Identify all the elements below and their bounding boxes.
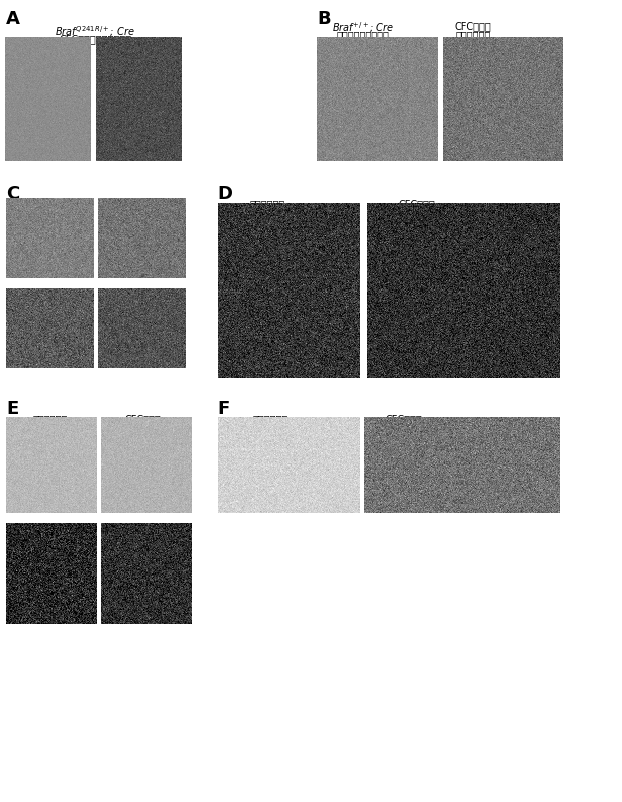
Text: E: E <box>6 399 19 417</box>
Text: B: B <box>317 10 331 27</box>
Text: F: F <box>218 399 230 417</box>
Text: コントロール: コントロール <box>32 199 67 209</box>
Text: モデルマウス: モデルマウス <box>399 208 434 217</box>
Text: $Braf^{+/+}$; $Cre$: $Braf^{+/+}$; $Cre$ <box>332 21 394 35</box>
Text: マウス: マウス <box>259 208 276 217</box>
Text: マウス: マウス <box>262 423 279 432</box>
Text: A: A <box>6 10 20 27</box>
Text: $Braf^{Q241R/+}$; $Cre$: $Braf^{Q241R/+}$; $Cre$ <box>55 24 135 38</box>
Text: CFC症候群: CFC症候群 <box>386 414 423 423</box>
Text: CFC症候群: CFC症候群 <box>398 199 435 209</box>
Text: マウス: マウス <box>41 208 58 217</box>
Text: コントロール: コントロール <box>253 414 288 423</box>
Text: コントロールマウス: コントロールマウス <box>337 30 390 40</box>
Text: D: D <box>218 184 233 202</box>
Text: モデルマウス: モデルマウス <box>126 423 160 432</box>
Text: モデルマウス: モデルマウス <box>387 423 422 432</box>
Text: コントロール: コントロール <box>250 199 285 209</box>
Text: モデルマウス: モデルマウス <box>126 208 160 217</box>
Text: CFC症候群: CFC症候群 <box>454 21 491 30</box>
Text: モデルマウス: モデルマウス <box>455 30 490 40</box>
Text: CFC症候群: CFC症候群 <box>124 199 162 209</box>
Text: コントロール: コントロール <box>32 414 67 423</box>
Text: CFC症候群モデルマウス: CFC症候群モデルマウス <box>59 34 131 43</box>
Text: CFC症候群: CFC症候群 <box>124 414 162 423</box>
Text: マウス: マウス <box>41 423 58 432</box>
Text: C: C <box>6 184 19 202</box>
